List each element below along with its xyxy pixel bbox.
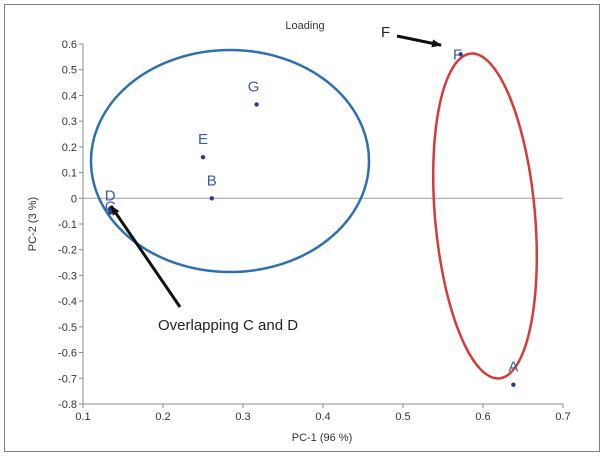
group-outlines — [89, 48, 539, 380]
annotation-f-text: F — [381, 24, 390, 41]
chart-title: Loading — [285, 20, 324, 32]
y-axis-title: PC-2 (3 %) — [27, 197, 39, 251]
group-circle-blue — [89, 48, 371, 274]
point-label-e: E — [198, 131, 208, 148]
x-axis-title: PC-1 (96 %) — [292, 432, 353, 444]
point-label-f: F — [453, 46, 462, 63]
y-tick-label: 0.3 — [62, 116, 77, 128]
x-tick-label: 0.3 — [235, 411, 250, 423]
y-tick-label: -0.1 — [58, 219, 77, 231]
annotations: Overlapping C and D F — [109, 24, 442, 334]
tick-labels: 0.1 0.2 0.3 0.4 0.5 0.6 0.7 0.6 0.5 0.4 0.3 0.2 0.1 0… — [58, 39, 571, 423]
data-point-f — [458, 52, 463, 57]
y-tick-label: 0.6 — [62, 39, 77, 51]
y-tick-label: 0 — [71, 193, 77, 205]
y-tick-label: -0.8 — [58, 399, 77, 411]
arrow-overlapping — [109, 205, 182, 308]
y-tick-label: -0.3 — [58, 270, 77, 282]
data-point-a — [511, 382, 516, 387]
y-tick-label: 0.2 — [62, 142, 77, 154]
x-tick-label: 0.4 — [315, 411, 330, 423]
data-point-g — [254, 102, 259, 107]
y-tick-label: 0.1 — [62, 168, 77, 180]
y-tick-label: -0.5 — [58, 322, 77, 334]
x-tick-label: 0.7 — [555, 411, 570, 423]
y-tick-label: -0.2 — [58, 245, 77, 257]
data-point-e — [200, 154, 206, 160]
x-tick-label: 0.2 — [155, 411, 170, 423]
arrow-f — [396, 34, 442, 48]
point-label-d: D — [105, 188, 116, 205]
y-tick-label: -0.7 — [58, 373, 77, 385]
x-tick-label: 0.1 — [75, 411, 90, 423]
y-tick-label: 0.5 — [62, 65, 77, 77]
axes — [82, 44, 563, 405]
x-tick-label: 0.6 — [475, 411, 490, 423]
point-label-a: A — [508, 359, 518, 376]
y-tick-label: -0.6 — [58, 348, 77, 360]
y-tick-label: 0.4 — [62, 90, 77, 102]
y-tick-label: -0.4 — [58, 296, 77, 308]
data-point-b — [209, 196, 214, 201]
point-label-g: G — [248, 78, 260, 95]
x-tick-label: 0.5 — [395, 411, 410, 423]
data-points: ABCDEFG — [105, 46, 518, 387]
group-ellipse-red — [431, 52, 539, 380]
annotation-overlapping-text: Overlapping C and D — [158, 317, 298, 334]
point-label-b: B — [207, 172, 217, 189]
